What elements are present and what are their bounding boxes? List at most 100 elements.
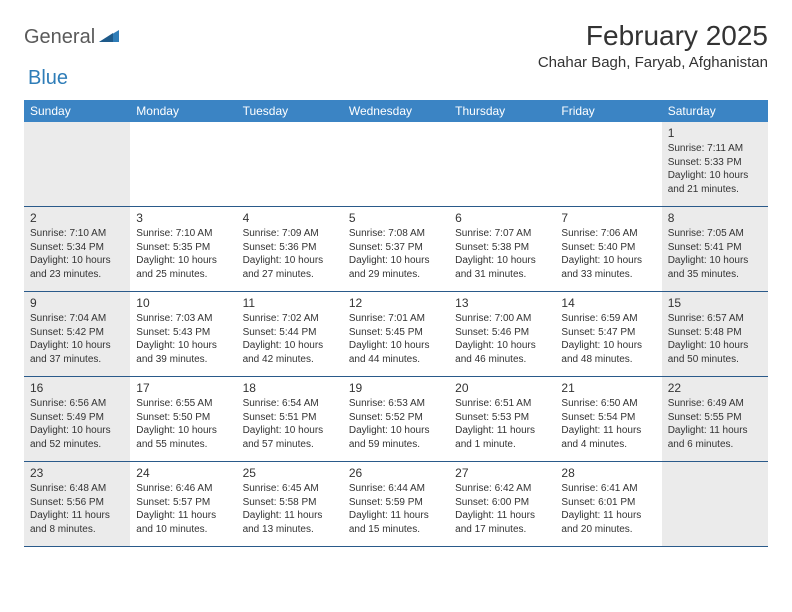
daylight-text: Daylight: 10 hours and 39 minutes.	[136, 339, 230, 366]
day-number: 2	[30, 210, 124, 226]
sunset-text: Sunset: 5:47 PM	[561, 326, 655, 340]
day-number: 28	[561, 465, 655, 481]
calendar-cell: 4Sunrise: 7:09 AMSunset: 5:36 PMDaylight…	[237, 207, 343, 291]
day-number: 14	[561, 295, 655, 311]
daylight-text: Daylight: 10 hours and 44 minutes.	[349, 339, 443, 366]
calendar-cell: 3Sunrise: 7:10 AMSunset: 5:35 PMDaylight…	[130, 207, 236, 291]
calendar-cell: 15Sunrise: 6:57 AMSunset: 5:48 PMDayligh…	[662, 292, 768, 376]
calendar-cell	[343, 122, 449, 206]
daylight-text: Daylight: 11 hours and 17 minutes.	[455, 509, 549, 536]
day-number: 4	[243, 210, 337, 226]
day-number: 12	[349, 295, 443, 311]
daylight-text: Daylight: 10 hours and 48 minutes.	[561, 339, 655, 366]
daylight-text: Daylight: 11 hours and 1 minute.	[455, 424, 549, 451]
sunset-text: Sunset: 5:36 PM	[243, 241, 337, 255]
sunset-text: Sunset: 5:46 PM	[455, 326, 549, 340]
calendar-cell: 12Sunrise: 7:01 AMSunset: 5:45 PMDayligh…	[343, 292, 449, 376]
calendar-cell: 22Sunrise: 6:49 AMSunset: 5:55 PMDayligh…	[662, 377, 768, 461]
calendar-cell: 10Sunrise: 7:03 AMSunset: 5:43 PMDayligh…	[130, 292, 236, 376]
sunset-text: Sunset: 5:56 PM	[30, 496, 124, 510]
calendar-cell: 24Sunrise: 6:46 AMSunset: 5:57 PMDayligh…	[130, 462, 236, 546]
sunrise-text: Sunrise: 6:57 AM	[668, 312, 762, 326]
daylight-text: Daylight: 10 hours and 23 minutes.	[30, 254, 124, 281]
daylight-text: Daylight: 10 hours and 31 minutes.	[455, 254, 549, 281]
calendar-cell: 25Sunrise: 6:45 AMSunset: 5:58 PMDayligh…	[237, 462, 343, 546]
sunset-text: Sunset: 5:44 PM	[243, 326, 337, 340]
calendar-row: 23Sunrise: 6:48 AMSunset: 5:56 PMDayligh…	[24, 462, 768, 547]
calendar-cell: 11Sunrise: 7:02 AMSunset: 5:44 PMDayligh…	[237, 292, 343, 376]
sunset-text: Sunset: 5:50 PM	[136, 411, 230, 425]
sunset-text: Sunset: 5:41 PM	[668, 241, 762, 255]
logo: General	[24, 20, 121, 49]
calendar-cell	[130, 122, 236, 206]
weekday-monday: Monday	[130, 100, 236, 122]
daylight-text: Daylight: 11 hours and 15 minutes.	[349, 509, 443, 536]
sunrise-text: Sunrise: 6:42 AM	[455, 482, 549, 496]
calendar-cell: 7Sunrise: 7:06 AMSunset: 5:40 PMDaylight…	[555, 207, 661, 291]
daylight-text: Daylight: 11 hours and 13 minutes.	[243, 509, 337, 536]
calendar-cell: 20Sunrise: 6:51 AMSunset: 5:53 PMDayligh…	[449, 377, 555, 461]
calendar-cell: 8Sunrise: 7:05 AMSunset: 5:41 PMDaylight…	[662, 207, 768, 291]
month-title: February 2025	[538, 20, 768, 52]
sunset-text: Sunset: 5:40 PM	[561, 241, 655, 255]
sunrise-text: Sunrise: 6:46 AM	[136, 482, 230, 496]
sunrise-text: Sunrise: 7:05 AM	[668, 227, 762, 241]
sunset-text: Sunset: 5:52 PM	[349, 411, 443, 425]
sunset-text: Sunset: 5:34 PM	[30, 241, 124, 255]
sunset-text: Sunset: 5:59 PM	[349, 496, 443, 510]
sunset-text: Sunset: 5:53 PM	[455, 411, 549, 425]
day-number: 27	[455, 465, 549, 481]
location-text: Chahar Bagh, Faryab, Afghanistan	[538, 54, 768, 71]
day-number: 21	[561, 380, 655, 396]
daylight-text: Daylight: 11 hours and 6 minutes.	[668, 424, 762, 451]
calendar-cell	[24, 122, 130, 206]
calendar-cell: 1Sunrise: 7:11 AMSunset: 5:33 PMDaylight…	[662, 122, 768, 206]
weekday-header-row: Sunday Monday Tuesday Wednesday Thursday…	[24, 100, 768, 122]
daylight-text: Daylight: 10 hours and 21 minutes.	[668, 169, 762, 196]
daylight-text: Daylight: 11 hours and 8 minutes.	[30, 509, 124, 536]
calendar-cell: 27Sunrise: 6:42 AMSunset: 6:00 PMDayligh…	[449, 462, 555, 546]
day-number: 22	[668, 380, 762, 396]
logo-text-blue: Blue	[28, 67, 68, 90]
calendar-row: 9Sunrise: 7:04 AMSunset: 5:42 PMDaylight…	[24, 292, 768, 377]
day-number: 10	[136, 295, 230, 311]
calendar-cell	[449, 122, 555, 206]
sunrise-text: Sunrise: 7:03 AM	[136, 312, 230, 326]
weekday-wednesday: Wednesday	[343, 100, 449, 122]
sunrise-text: Sunrise: 7:09 AM	[243, 227, 337, 241]
calendar-page: General February 2025 Chahar Bagh, Farya…	[0, 0, 792, 567]
sunset-text: Sunset: 5:57 PM	[136, 496, 230, 510]
daylight-text: Daylight: 10 hours and 57 minutes.	[243, 424, 337, 451]
daylight-text: Daylight: 10 hours and 27 minutes.	[243, 254, 337, 281]
day-number: 17	[136, 380, 230, 396]
sunrise-text: Sunrise: 7:06 AM	[561, 227, 655, 241]
sunrise-text: Sunrise: 7:01 AM	[349, 312, 443, 326]
daylight-text: Daylight: 10 hours and 59 minutes.	[349, 424, 443, 451]
day-number: 23	[30, 465, 124, 481]
sunrise-text: Sunrise: 7:00 AM	[455, 312, 549, 326]
sunrise-text: Sunrise: 6:55 AM	[136, 397, 230, 411]
daylight-text: Daylight: 10 hours and 50 minutes.	[668, 339, 762, 366]
daylight-text: Daylight: 10 hours and 25 minutes.	[136, 254, 230, 281]
calendar-cell: 6Sunrise: 7:07 AMSunset: 5:38 PMDaylight…	[449, 207, 555, 291]
weekday-thursday: Thursday	[449, 100, 555, 122]
calendar-cell: 23Sunrise: 6:48 AMSunset: 5:56 PMDayligh…	[24, 462, 130, 546]
day-number: 26	[349, 465, 443, 481]
day-number: 5	[349, 210, 443, 226]
day-number: 13	[455, 295, 549, 311]
day-number: 24	[136, 465, 230, 481]
calendar-cell: 17Sunrise: 6:55 AMSunset: 5:50 PMDayligh…	[130, 377, 236, 461]
sunrise-text: Sunrise: 6:59 AM	[561, 312, 655, 326]
day-number: 16	[30, 380, 124, 396]
calendar-cell: 21Sunrise: 6:50 AMSunset: 5:54 PMDayligh…	[555, 377, 661, 461]
calendar-cell: 26Sunrise: 6:44 AMSunset: 5:59 PMDayligh…	[343, 462, 449, 546]
sunset-text: Sunset: 6:00 PM	[455, 496, 549, 510]
sunset-text: Sunset: 5:38 PM	[455, 241, 549, 255]
weekday-tuesday: Tuesday	[237, 100, 343, 122]
daylight-text: Daylight: 10 hours and 46 minutes.	[455, 339, 549, 366]
calendar-grid: Sunday Monday Tuesday Wednesday Thursday…	[24, 100, 768, 547]
sunrise-text: Sunrise: 6:53 AM	[349, 397, 443, 411]
daylight-text: Daylight: 11 hours and 20 minutes.	[561, 509, 655, 536]
sunrise-text: Sunrise: 6:48 AM	[30, 482, 124, 496]
sunset-text: Sunset: 5:45 PM	[349, 326, 443, 340]
